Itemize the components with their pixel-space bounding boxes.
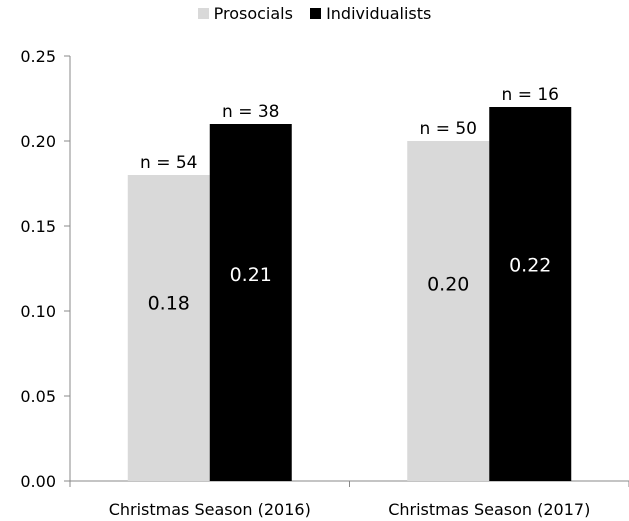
y-tick-label: 0.00 — [20, 472, 56, 491]
bar-n-label: n = 50 — [420, 119, 477, 139]
bar-n-label: n = 16 — [502, 85, 559, 105]
chart-labels: Christmas Season (2016) 0.18 n = 54 0.21 n =… — [109, 85, 591, 519]
bar-individualists — [489, 107, 572, 481]
bar-n-label: n = 54 — [140, 153, 197, 173]
y-tick-label: 0.25 — [20, 47, 56, 66]
x-category-label: Christmas Season (2017) — [388, 500, 590, 519]
bar-value-label: 0.18 — [148, 293, 190, 315]
legend-item-prosocials: Prosocials — [197, 4, 293, 23]
bar-individualists — [209, 124, 292, 481]
bar-prosocials — [127, 175, 210, 481]
bar-value-label: 0.21 — [230, 264, 272, 286]
y-tick-label: 0.10 — [20, 302, 56, 321]
y-tick-label: 0.05 — [20, 387, 56, 406]
bar-n-label: n = 38 — [222, 102, 279, 122]
legend-swatch-prosocials — [197, 8, 209, 19]
bar-value-label: 0.22 — [509, 255, 551, 277]
bar-value-label: 0.20 — [427, 274, 469, 296]
x-category-label: Christmas Season (2016) — [109, 500, 311, 519]
legend-label-prosocials: Prosocials — [213, 4, 293, 23]
legend-label-individualists: Individualists — [326, 4, 432, 23]
chart-bars — [127, 107, 572, 481]
legend-item-individualists: Individualists — [310, 4, 431, 23]
y-tick-label: 0.20 — [20, 132, 56, 151]
legend: Prosocials Individualists — [0, 4, 629, 23]
bar-prosocials — [407, 141, 490, 481]
y-tick-label: 0.15 — [20, 217, 56, 236]
legend-swatch-individualists — [310, 8, 322, 19]
